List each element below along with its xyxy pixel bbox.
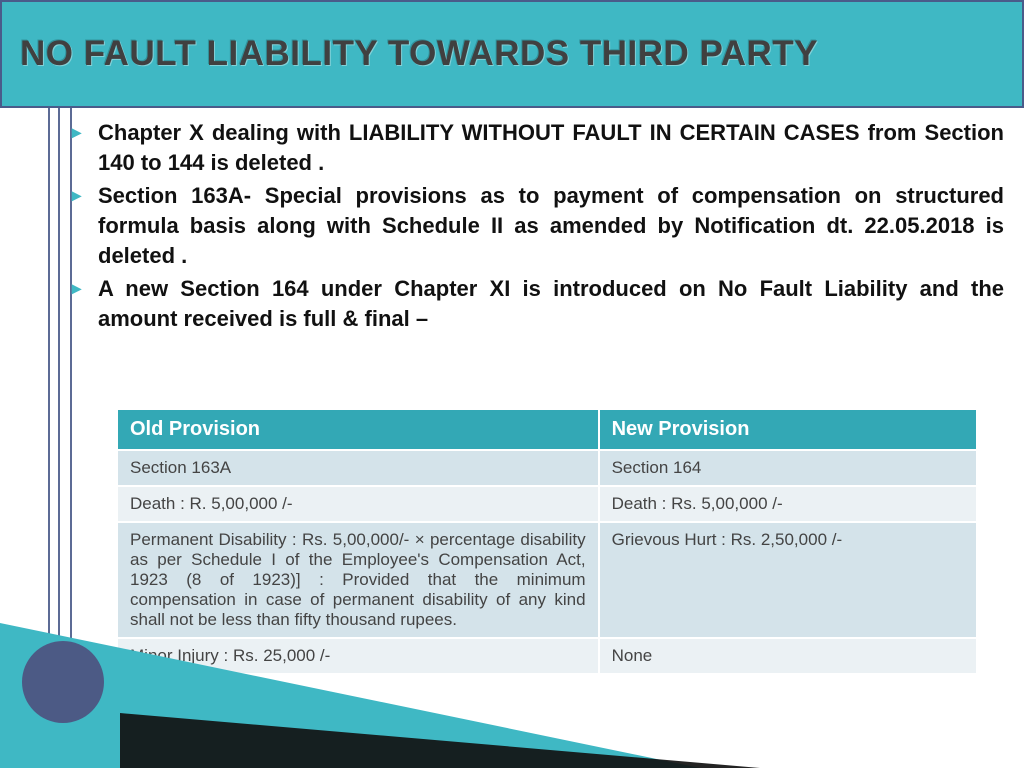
table-header-row: Old Provision New Provision <box>117 409 977 450</box>
cell-new: Section 164 <box>599 450 977 486</box>
cell-old: Section 163A <box>117 450 599 486</box>
col-old-provision: Old Provision <box>117 409 599 450</box>
bullet-item: Chapter X dealing with LIABILITY WITHOUT… <box>72 118 1004 177</box>
cell-old: Death : R. 5,00,000 /- <box>117 486 599 522</box>
bullet-item: A new Section 164 under Chapter XI is in… <box>72 274 1004 333</box>
bullet-list: Chapter X dealing with LIABILITY WITHOUT… <box>72 118 1004 334</box>
cell-new: Grievous Hurt : Rs. 2,50,000 /- <box>599 522 977 638</box>
col-new-provision: New Provision <box>599 409 977 450</box>
cell-new: Death : Rs. 5,00,000 /- <box>599 486 977 522</box>
title-banner: NO FAULT LIABILITY TOWARDS THIRD PARTY <box>0 0 1024 108</box>
table-row: Permanent Disability : Rs. 5,00,000/- × … <box>117 522 977 638</box>
table-row: Death : R. 5,00,000 /- Death : Rs. 5,00,… <box>117 486 977 522</box>
content-area: Chapter X dealing with LIABILITY WITHOUT… <box>72 118 1004 338</box>
table-row: Section 163A Section 164 <box>117 450 977 486</box>
bullet-item: Section 163A- Special provisions as to p… <box>72 181 1004 270</box>
cell-old: Permanent Disability : Rs. 5,00,000/- × … <box>117 522 599 638</box>
decor-circle <box>22 641 104 723</box>
slide-title: NO FAULT LIABILITY TOWARDS THIRD PARTY <box>20 34 818 74</box>
decor-triangle-black <box>120 713 760 768</box>
